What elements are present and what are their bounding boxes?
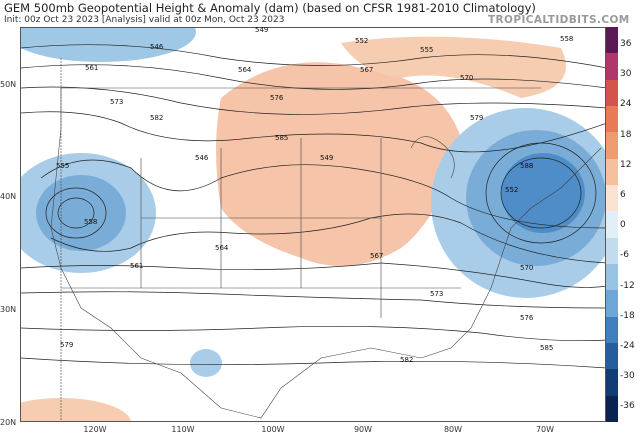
- lon-label-120w: 120W: [83, 425, 107, 434]
- lat-label-40n: 40N: [0, 192, 17, 201]
- lon-label-90w: 90W: [353, 425, 373, 434]
- colorbar-segment: [606, 106, 618, 133]
- brand-watermark: TROPICALTIDBITS.COM: [488, 14, 630, 26]
- colorbar-segment: [606, 264, 618, 291]
- height-contours: [21, 44, 605, 369]
- map-title: GEM 500mb Geopotential Height & Anomaly …: [4, 1, 536, 15]
- lon-label-100w: 100W: [261, 425, 285, 434]
- lat-label-30n: 30N: [0, 305, 17, 314]
- anomaly-positive-central: [216, 62, 461, 267]
- colorbar-tick-label: 30: [620, 69, 632, 80]
- colorbar-segment: [606, 316, 618, 344]
- colorbar-segment: [606, 369, 618, 397]
- lon-label-80w: 80W: [443, 425, 463, 434]
- colorbar-segment: [606, 27, 618, 54]
- colorbar-tick-label: 12: [620, 159, 632, 170]
- boundaries: [50, 58, 602, 421]
- colorbar-tick-label: 0: [620, 220, 626, 231]
- colorbar-segment: [606, 395, 618, 423]
- anomaly-map: [21, 28, 605, 421]
- anomaly-negative-mexico: [190, 349, 222, 377]
- colorbar-segment: [606, 132, 618, 160]
- colorbar-tick-label: -6: [620, 250, 629, 261]
- lat-label-20n: 20N: [0, 418, 17, 427]
- colorbar-segment: [606, 237, 618, 265]
- colorbar-segment: [606, 211, 618, 239]
- colorbar-tick-label: 36: [620, 39, 632, 49]
- anomaly-shading: [21, 28, 605, 421]
- colorbar-tick-label: -24: [620, 341, 635, 351]
- colorbar-tick-label: -36: [620, 401, 635, 412]
- lon-label-70w: 70W: [535, 425, 555, 434]
- colorbar-segment: [606, 53, 618, 81]
- colorbar-segment: [606, 79, 618, 107]
- colorbar-segment: [606, 343, 618, 370]
- header: GEM 500mb Geopotential Height & Anomaly …: [0, 0, 640, 27]
- colorbar-tick-label: 24: [620, 99, 632, 110]
- colorbar-tick-label: 6: [620, 190, 626, 200]
- lat-label-50n: 50N: [0, 80, 17, 89]
- colorbar-segment: [606, 158, 618, 186]
- lon-label-110w: 110W: [171, 425, 195, 434]
- colorbar-tick-label: -30: [620, 371, 635, 382]
- colorbar-segment: [606, 290, 618, 318]
- anomaly-positive-canada: [341, 36, 566, 98]
- colorbar-segment: [606, 185, 618, 212]
- colorbar-tick-label: -12: [620, 280, 635, 291]
- map-panel: [20, 27, 606, 422]
- colorbar: [606, 27, 618, 423]
- colorbar-tick-label: -18: [620, 310, 635, 321]
- colorbar-tick-label: 18: [620, 129, 632, 140]
- anomaly-positive-sw: [21, 398, 131, 421]
- map-subtitle: Init: 00z Oct 23 2023 [Analysis] valid a…: [4, 15, 285, 25]
